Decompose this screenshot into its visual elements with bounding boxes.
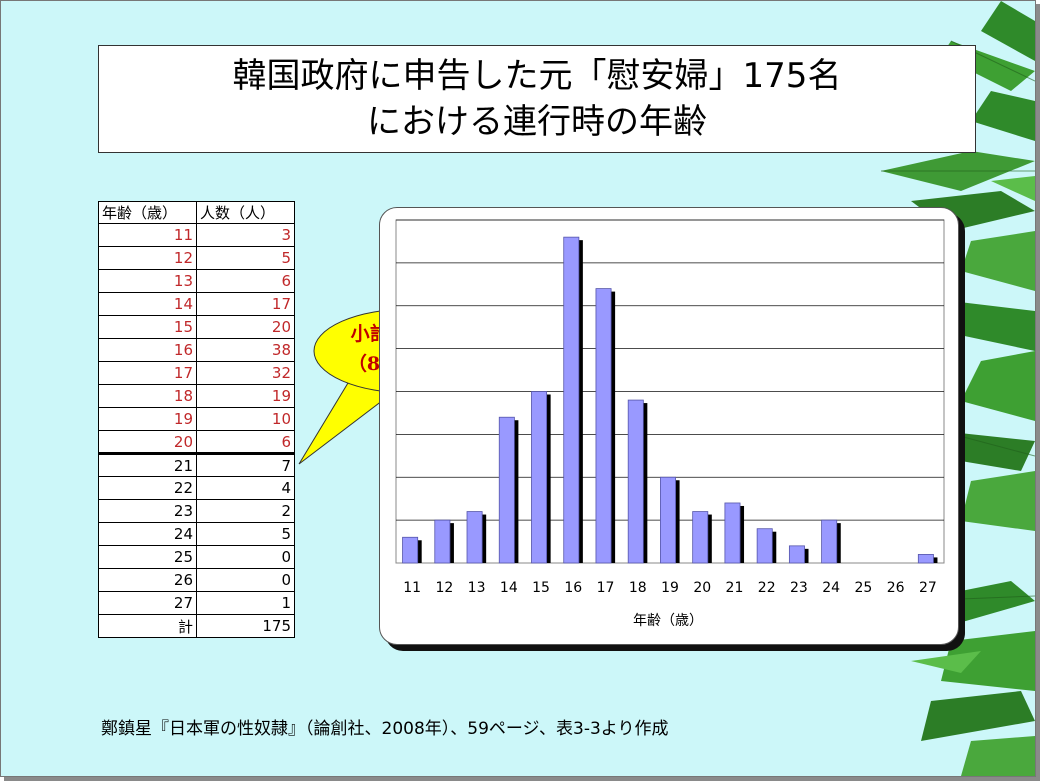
x-tick-label: 15 [532,580,550,596]
bar [724,502,741,564]
count-cell: 38 [196,338,295,362]
x-tick-label: 18 [629,580,647,596]
count-cell: 20 [196,315,295,339]
table-row: 25 0 [98,545,295,569]
x-tick-label: 14 [500,580,518,596]
bar [466,511,483,564]
table-row: 26 0 [98,568,295,592]
age-cell: 15 [98,315,197,339]
x-tick-label: 21 [726,580,744,596]
table-row: 18 19 [98,384,295,408]
x-tick-label: 16 [564,580,582,596]
age-cell: 24 [98,522,197,546]
table-row: 15 20 [98,315,295,339]
x-tick-label: 25 [854,580,872,596]
x-axis-label: 年齢（歳） [633,613,703,629]
count-cell: 0 [196,568,295,592]
total-label-cell: 計 [98,614,197,638]
bar [563,236,580,564]
total-value-cell: 175 [196,614,295,638]
title-box: 韓国政府に申告した元「慰安婦」175名 における連行時の年齢 [98,45,976,153]
table-row: 19 10 [98,407,295,431]
count-cell: 32 [196,361,295,385]
table-header-row: 年齢（歳） 人数（人） [98,201,295,224]
age-cell: 16 [98,338,197,362]
x-tick-label: 12 [435,580,453,596]
x-tick-label: 11 [403,580,421,596]
table-row: 27 1 [98,591,295,615]
count-cell: 10 [196,407,295,431]
count-cell: 3 [196,223,295,247]
bar [788,545,805,564]
count-cell: 6 [196,269,295,293]
count-cell: 6 [196,430,295,455]
table-row: 23 2 [98,499,295,523]
title-line-1: 韓国政府に申告した元「慰安婦」175名 [232,56,842,96]
source-citation: 鄭鎮星『日本軍の性奴隷』（論創社、2008年）、59ページ、表3-3より作成 [101,719,669,739]
count-cell: 0 [196,545,295,569]
age-cell: 25 [98,545,197,569]
bar [498,416,515,564]
bar [402,536,419,564]
table-row: 11 3 [98,223,295,247]
bar-chart: 11 12 13 14 15 16 17 18 19 20 21 22 23 24 25 26 27 年齢（歳） [395,219,945,629]
count-cell: 17 [196,292,295,316]
table-row: 16 38 [98,338,295,362]
x-tick-label: 22 [758,580,776,596]
age-cell: 26 [98,568,197,592]
bar [434,519,451,564]
table-row: 24 5 [98,522,295,546]
table-row: 13 6 [98,269,295,293]
chart-panel: 11 12 13 14 15 16 17 18 19 20 21 22 23 24 25 26 27 年齢（歳） [379,207,959,645]
count-cell: 7 [196,453,295,477]
bar [595,288,612,564]
x-tick-label: 26 [887,580,905,596]
x-tick-label: 27 [919,580,937,596]
table-row: 14 17 [98,292,295,316]
bar [692,511,709,564]
table-row: 21 7 [98,453,295,477]
table-row: 17 32 [98,361,295,385]
count-cell: 5 [196,246,295,270]
age-cell: 11 [98,223,197,247]
header-count: 人数（人） [196,201,295,224]
x-tick-label: 13 [468,580,486,596]
count-cell: 2 [196,499,295,523]
header-age: 年齢（歳） [98,201,197,224]
bar [917,554,934,564]
table-row: 20 6 [98,430,295,455]
bar [660,476,676,564]
age-cell: 20 [98,430,197,455]
x-tick-label: 23 [790,580,808,596]
age-cell: 27 [98,591,197,615]
bar [821,519,838,564]
bar [756,528,773,564]
table-row: 12 5 [98,246,295,270]
x-tick-label: 20 [693,580,711,596]
table-total-row: 計 175 [98,614,295,638]
age-cell: 13 [98,269,197,293]
bar [627,399,644,564]
age-cell: 23 [98,499,197,523]
x-tick-label: 19 [661,580,679,596]
title-line-2: における連行時の年齢 [367,102,707,142]
age-count-table: 年齢（歳） 人数（人） 11 3 12 5 13 6 14 17 15 20 16 38 1… [98,201,295,638]
count-cell: 5 [196,522,295,546]
age-cell: 22 [98,476,197,500]
age-cell: 17 [98,361,197,385]
age-cell: 21 [98,453,197,477]
bamboo-decoration [881,1,1035,776]
bar [531,391,548,564]
x-tick-label: 24 [822,580,840,596]
age-cell: 12 [98,246,197,270]
count-cell: 1 [196,591,295,615]
count-cell: 19 [196,384,295,408]
x-tick-label: 17 [597,580,615,596]
age-cell: 19 [98,407,197,431]
count-cell: 4 [196,476,295,500]
age-cell: 18 [98,384,197,408]
age-cell: 14 [98,292,197,316]
table-row: 22 4 [98,476,295,500]
